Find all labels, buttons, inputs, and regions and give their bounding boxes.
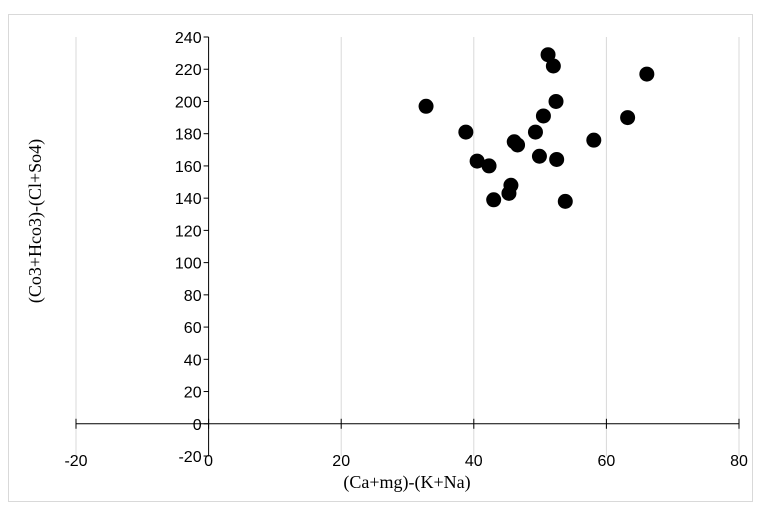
data-point xyxy=(548,93,564,109)
chart-frame xyxy=(8,14,753,502)
axes xyxy=(75,36,740,457)
data-point xyxy=(486,192,502,208)
y-tick-label: 40 xyxy=(184,352,202,369)
data-point xyxy=(549,151,565,167)
x-tick-label: -20 xyxy=(64,453,87,470)
y-tick-label: 220 xyxy=(175,62,202,79)
data-point xyxy=(557,193,573,209)
y-tick-label: 160 xyxy=(175,159,202,176)
x-tick-label: 40 xyxy=(465,453,483,470)
y-axis-title: (Co3+Hco3)-(Cl+So4) xyxy=(25,139,46,303)
data-point xyxy=(639,66,655,82)
x-axis-title: (Ca+mg)-(K+Na) xyxy=(343,472,470,493)
data-point xyxy=(531,148,547,164)
x-tick-label: 0 xyxy=(204,453,213,470)
x-tick-label: 80 xyxy=(730,453,748,470)
x-tick-label: 20 xyxy=(332,453,350,470)
data-point xyxy=(510,137,526,153)
data-point xyxy=(481,158,497,174)
y-tick-label: 240 xyxy=(175,30,202,47)
y-tick-label: 80 xyxy=(184,288,202,305)
data-point xyxy=(540,47,556,63)
grid-lines xyxy=(75,37,740,456)
data-point xyxy=(586,132,602,148)
data-point xyxy=(545,58,561,74)
y-tick-label: 140 xyxy=(175,191,202,208)
y-tick-label: 20 xyxy=(184,385,202,402)
data-point xyxy=(527,124,543,140)
data-points xyxy=(418,47,655,209)
y-tick-label: -20 xyxy=(178,449,201,466)
data-point xyxy=(418,98,434,114)
data-point xyxy=(620,110,636,126)
y-tick-label: 120 xyxy=(175,223,202,240)
y-tick-label: 0 xyxy=(193,417,202,434)
data-point xyxy=(469,153,485,169)
data-point xyxy=(535,108,551,124)
data-point xyxy=(503,177,519,193)
tick-labels: -20 0 20 40 60 80-200204060801001201401601802… xyxy=(64,30,748,470)
y-tick-label: 180 xyxy=(175,127,202,144)
y-tick-label: 200 xyxy=(175,94,202,111)
data-point xyxy=(458,124,474,140)
x-tick-label: 60 xyxy=(598,453,616,470)
y-tick-label: 100 xyxy=(175,256,202,273)
y-tick-label: 60 xyxy=(184,320,202,337)
